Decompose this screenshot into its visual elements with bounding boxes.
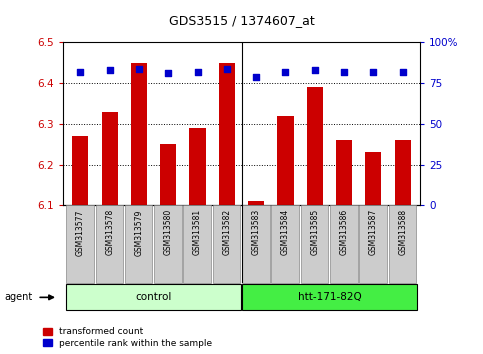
Point	[369, 69, 377, 75]
Bar	[101, 112, 118, 205]
Bar	[301, 205, 328, 283]
Text: GSM313579: GSM313579	[134, 209, 143, 256]
Point	[106, 67, 114, 73]
Bar	[125, 205, 153, 283]
Bar	[189, 128, 206, 205]
Bar	[336, 140, 352, 205]
Text: GSM313586: GSM313586	[340, 209, 349, 256]
Point	[252, 74, 260, 80]
Bar	[219, 63, 235, 205]
Bar	[307, 87, 323, 205]
Bar	[388, 205, 416, 283]
Text: htt-171-82Q: htt-171-82Q	[298, 292, 361, 302]
Text: GSM313583: GSM313583	[252, 209, 261, 256]
Bar	[66, 284, 241, 310]
Text: GSM313581: GSM313581	[193, 209, 202, 255]
Text: agent: agent	[5, 292, 33, 302]
Bar	[248, 201, 264, 205]
Bar	[213, 205, 241, 283]
Bar	[242, 284, 417, 310]
Bar	[96, 205, 123, 283]
Bar	[66, 205, 94, 283]
Text: GSM313582: GSM313582	[222, 209, 231, 255]
Text: control: control	[135, 292, 172, 302]
Bar	[184, 205, 211, 283]
Point	[194, 69, 201, 75]
Text: GSM313585: GSM313585	[310, 209, 319, 256]
Bar	[72, 136, 88, 205]
Bar	[395, 140, 411, 205]
Text: GSM313580: GSM313580	[164, 209, 173, 256]
Bar	[277, 116, 294, 205]
Point	[223, 66, 231, 72]
Bar	[242, 205, 270, 283]
Legend: transformed count, percentile rank within the sample: transformed count, percentile rank withi…	[43, 327, 213, 348]
Text: GSM313577: GSM313577	[76, 209, 85, 256]
Text: GSM313578: GSM313578	[105, 209, 114, 256]
Point	[282, 69, 289, 75]
Bar	[271, 205, 299, 283]
Bar	[359, 205, 387, 283]
Bar	[131, 63, 147, 205]
Text: GSM313584: GSM313584	[281, 209, 290, 256]
Bar	[160, 144, 176, 205]
Point	[340, 69, 348, 75]
Bar	[365, 152, 382, 205]
Point	[399, 69, 407, 75]
Point	[76, 69, 84, 75]
Text: GSM313588: GSM313588	[398, 209, 407, 255]
Text: GDS3515 / 1374607_at: GDS3515 / 1374607_at	[169, 14, 314, 27]
Bar	[330, 205, 357, 283]
Bar	[154, 205, 182, 283]
Point	[135, 66, 143, 72]
Point	[164, 70, 172, 76]
Point	[311, 67, 319, 73]
Text: GSM313587: GSM313587	[369, 209, 378, 256]
